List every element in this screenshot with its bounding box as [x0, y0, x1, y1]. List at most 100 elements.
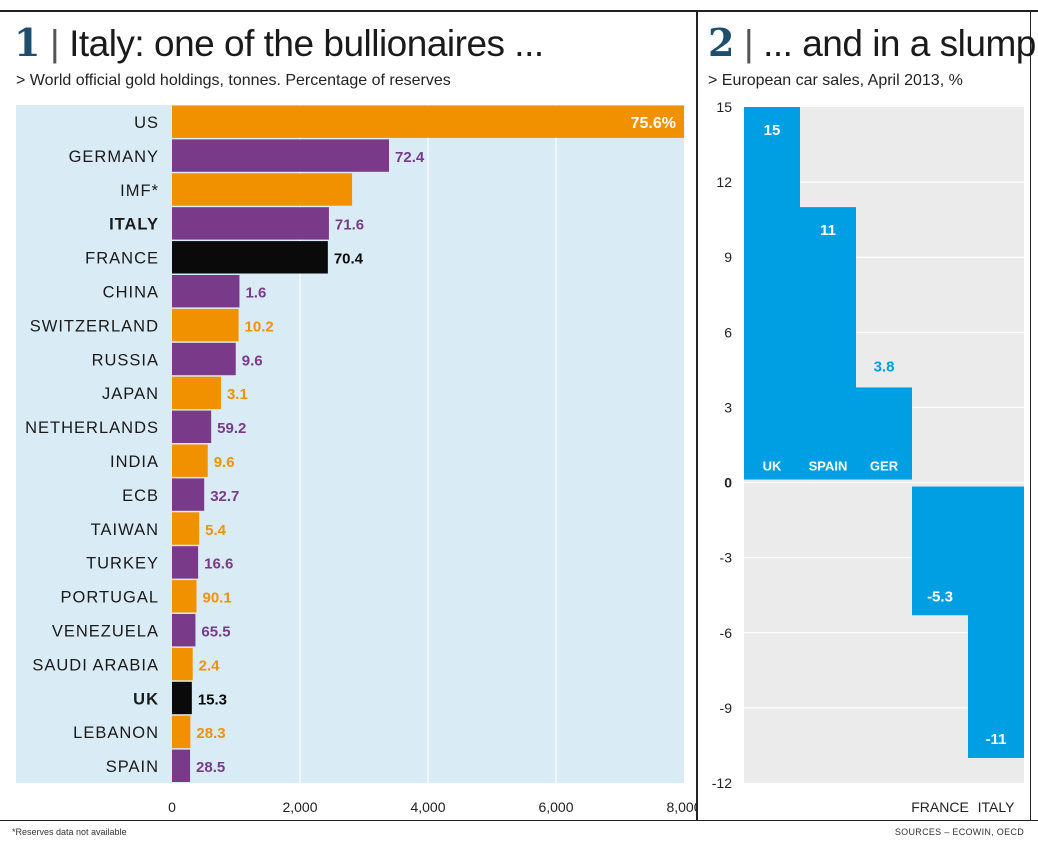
data-label: 10.2	[245, 318, 274, 335]
bar-portugal	[172, 580, 197, 613]
category-label: SPAIN	[809, 459, 848, 474]
bar-italy	[172, 207, 329, 240]
y-tick-label: 9	[724, 249, 732, 265]
category-label: JAPAN	[102, 385, 159, 403]
bar-italy	[968, 486, 1024, 758]
chart2-subtitle: > European car sales, April 2013, %	[708, 72, 963, 89]
bar-china	[172, 275, 240, 308]
y-tick-label: 6	[724, 324, 732, 340]
bar-germany	[172, 139, 390, 172]
category-label: SPAIN	[106, 758, 159, 776]
data-label: 75.6%	[631, 115, 676, 132]
data-label: 71.6	[335, 217, 364, 234]
chart1-number: 1	[14, 20, 40, 65]
category-label: UK	[763, 459, 782, 474]
category-label: TURKEY	[86, 555, 159, 573]
y-tick-label: -12	[712, 775, 732, 791]
right-frame	[1030, 12, 1031, 820]
data-label: 28.3	[196, 725, 225, 742]
data-label: 59.2	[217, 420, 246, 437]
y-tick-label: 0	[724, 475, 732, 491]
bar-japan	[172, 376, 221, 410]
category-label: ITALY	[109, 216, 159, 234]
bar-saudi-arabia	[172, 647, 193, 681]
data-label: -11	[986, 731, 1007, 748]
category-label: FRANCE	[911, 799, 969, 815]
category-label: IMF*	[120, 182, 159, 200]
panel-separator	[696, 12, 698, 820]
y-tick-label: -9	[720, 700, 733, 716]
x-tick-label: 0	[168, 799, 176, 815]
data-label: 11	[820, 222, 836, 239]
gold-holdings-chart: US 75.6% GERMANY 72.4 IMF* ITALY 71.6 FRANCE 70.…	[16, 105, 696, 815]
y-tick-label: -6	[720, 625, 733, 641]
bar-imf-	[172, 173, 353, 206]
chart1-background	[16, 105, 684, 783]
bar-switzerland	[172, 308, 239, 342]
data-label: 3.1	[227, 386, 248, 403]
bar-uk	[744, 107, 800, 480]
data-label: 72.4	[395, 149, 425, 166]
bar-venezuela	[172, 614, 196, 647]
bar-lebanon	[172, 715, 191, 749]
chart2-title: 2 |... and in a slump	[708, 20, 1036, 65]
category-label: ITALY	[978, 799, 1015, 815]
chart2-title-text: ... and in a slump	[763, 23, 1036, 64]
bar-ger	[856, 387, 912, 480]
category-label: GERMANY	[69, 148, 159, 166]
bar-turkey	[172, 546, 199, 579]
category-label: SWITZERLAND	[30, 317, 159, 335]
data-label: 28.5	[196, 759, 225, 776]
bar-france	[172, 241, 328, 274]
x-tick-label: 6,000	[538, 799, 573, 815]
category-label: INDIA	[110, 453, 159, 471]
chart1-title: 1 | Italy: one of the bullionaires ...	[14, 20, 544, 65]
data-label: 9.6	[242, 352, 263, 369]
chart2-number: 2	[708, 20, 734, 65]
bottom-rule	[0, 820, 1038, 821]
data-label: 70.4	[334, 251, 364, 268]
data-label: 5.4	[205, 522, 227, 539]
category-label: UK	[133, 690, 159, 708]
category-label: RUSSIA	[92, 351, 159, 369]
category-label: TAIWAN	[91, 521, 159, 539]
category-label: VENEZUELA	[52, 622, 159, 640]
bar-taiwan	[172, 512, 200, 545]
category-label: SAUDI ARABIA	[32, 656, 159, 674]
data-label: 2.4	[199, 657, 221, 674]
x-tick-label: 4,000	[410, 799, 445, 815]
category-label: LEBANON	[73, 724, 159, 742]
footnote: *Reserves data not available	[12, 827, 127, 837]
category-label: ECB	[122, 487, 159, 505]
category-label: FRANCE	[85, 250, 159, 268]
bar-netherlands	[172, 410, 212, 443]
y-tick-label: 15	[716, 99, 732, 115]
category-label: NETHERLANDS	[25, 419, 159, 437]
data-label: 15.3	[198, 691, 227, 708]
x-tick-label: 2,000	[282, 799, 317, 815]
x-tick-label: 8,000	[666, 799, 696, 815]
category-label: PORTUGAL	[61, 589, 159, 607]
category-label: US	[134, 114, 159, 132]
sources: SOURCES – ECOWIN, OECD	[894, 827, 1024, 837]
data-label: 32.7	[210, 488, 239, 505]
data-label: -5.3	[927, 588, 953, 605]
data-label: 9.6	[214, 454, 235, 471]
data-label: 16.6	[204, 556, 233, 573]
category-label: CHINA	[103, 283, 159, 301]
chart1-subtitle: > World official gold holdings, tonnes. …	[16, 72, 451, 89]
y-tick-label: 3	[724, 399, 732, 415]
bar-spain	[172, 749, 191, 782]
bar-uk	[172, 681, 192, 715]
y-tick-label: 12	[716, 174, 732, 190]
bar-france	[912, 486, 968, 616]
bar-russia	[172, 342, 236, 376]
bar-ecb	[172, 478, 205, 511]
data-label: 90.1	[203, 590, 232, 607]
data-label: 15	[764, 122, 781, 139]
car-sales-chart: 15 12 9 6 3 0 -3 -6 -9 -12 15 UK 11 SPAIN 3.8 GER -5.3 FR…	[712, 99, 1024, 815]
data-label: 1.6	[245, 284, 266, 301]
data-label: 65.5	[201, 623, 230, 640]
bar-us	[172, 105, 684, 138]
chart1-title-text: Italy: one of the bullionaires ...	[69, 23, 544, 64]
